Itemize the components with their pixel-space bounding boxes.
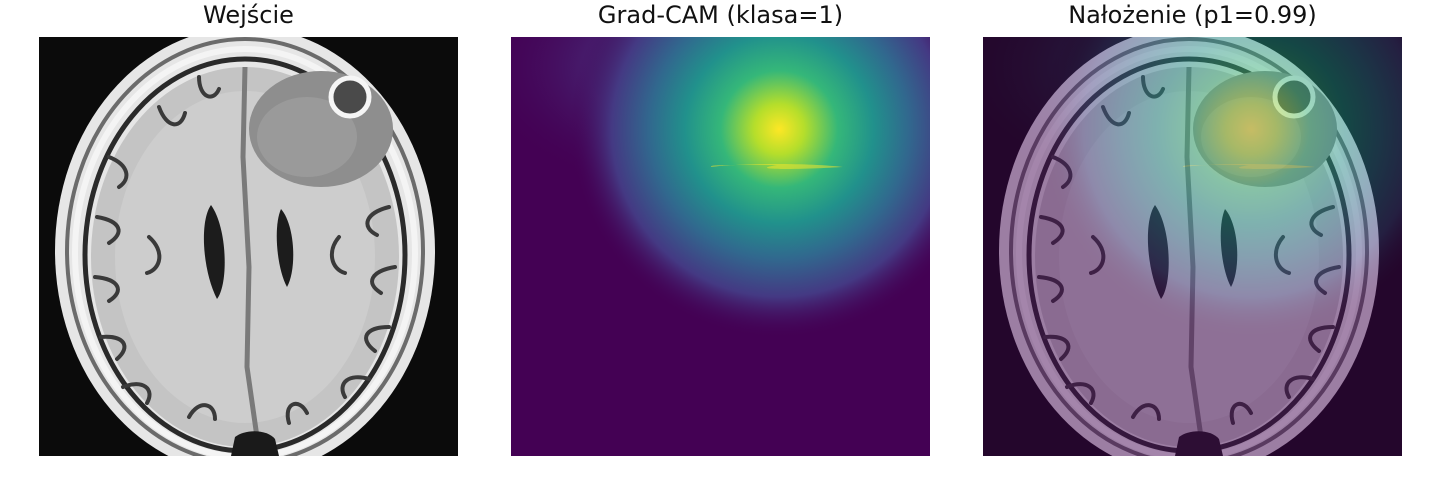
panel-overlay: Nałożenie (p1=0.99) xyxy=(983,0,1402,480)
panel-title-input: Wejście xyxy=(203,1,294,29)
panel-title-gradcam: Grad-CAM (klasa=1) xyxy=(597,1,844,29)
mri-input-image xyxy=(39,37,458,456)
panel-input: Wejście xyxy=(39,0,458,480)
gradcam-heatmap-image xyxy=(511,37,930,456)
panel-title-overlay: Nałożenie (p1=0.99) xyxy=(1068,1,1317,29)
panel-gradcam: Grad-CAM (klasa=1) xyxy=(511,0,930,480)
overlay-image xyxy=(983,37,1402,456)
